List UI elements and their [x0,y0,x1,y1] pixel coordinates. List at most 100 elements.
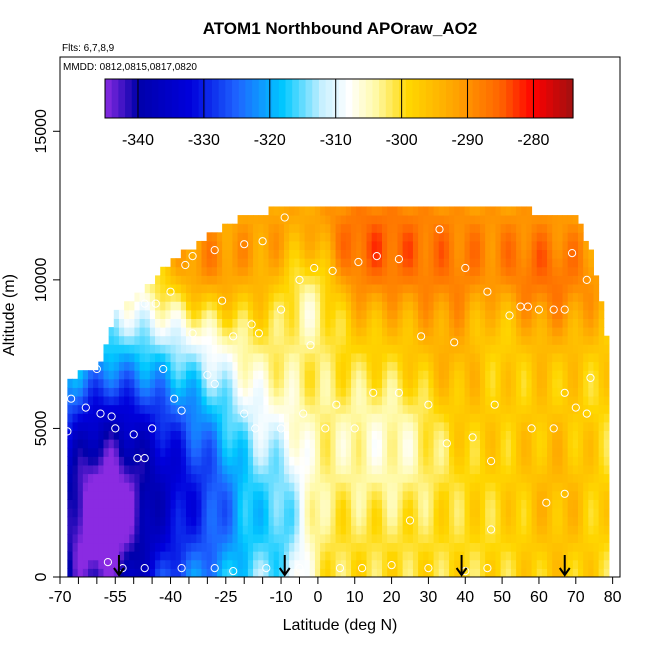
heatmap-cell [495,559,502,569]
heatmap-cell [474,344,481,354]
heatmap-cell [345,352,352,363]
heatmap-cell [495,464,502,475]
heatmap-cell [402,301,409,311]
heatmap-cell [237,344,244,354]
heatmap-cell [469,508,476,518]
heatmap-cell [583,404,589,414]
observation-point [542,498,551,507]
heatmap-cell [263,361,270,371]
heatmap-cell [557,223,564,233]
heatmap-cell [273,387,280,397]
heatmap-cell [361,223,368,233]
heatmap-cell [144,482,151,492]
heatmap-cell [201,516,208,526]
heatmap-cell [247,421,254,432]
heatmap-cell [526,258,533,268]
heatmap-cell [155,352,161,363]
heatmap-cell [211,456,218,466]
heatmap-cell [526,249,533,259]
heatmap-cell [371,396,378,406]
heatmap-cell [175,464,182,475]
heatmap-cell [253,559,259,569]
heatmap-cell [211,309,218,319]
heatmap-cell [428,456,435,466]
heatmap-cell [407,215,414,225]
heatmap-cell [459,456,466,466]
heatmap-cell [330,516,337,526]
heatmap-cell [165,370,172,380]
heatmap-cell [118,516,125,526]
heatmap-cell [474,318,481,328]
heatmap-cell [485,361,491,371]
heatmap-cell [387,215,393,225]
heatmap-cell [588,473,594,483]
heatmap-cell [531,318,538,328]
heatmap-cell [278,447,285,457]
heatmap-cell [583,542,589,552]
heatmap-cell [469,361,476,371]
heatmap-cell [387,516,393,526]
heatmap-cell [222,542,228,552]
heatmap-cell [536,215,543,225]
heatmap-cell [567,533,574,544]
heatmap-cell [361,447,368,457]
colorbar-swatch [232,79,240,118]
heatmap-cell [562,430,569,440]
heatmap-cell [258,275,264,285]
heatmap-cell [454,223,460,233]
heatmap-cell [351,542,357,552]
heatmap-cell [459,318,466,328]
heatmap-cell [103,421,110,432]
heatmap-cell [356,215,362,225]
colorbar-swatch [506,79,514,118]
heatmap-cell [495,292,502,302]
heatmap-cell [211,344,218,354]
heatmap-cell [531,516,538,526]
heatmap-cell [485,335,491,345]
heatmap-cell [278,223,285,233]
heatmap-cell [211,413,218,423]
heatmap-cell [340,232,347,242]
heatmap-cell [588,533,594,544]
heatmap-cell [139,352,146,363]
heatmap-cell [139,473,146,483]
heatmap-cell [407,568,414,577]
heatmap-cell [433,559,440,569]
heatmap-cell [541,559,548,569]
heatmap-cell [541,396,548,406]
heatmap-cell [216,396,223,406]
heatmap-cell [284,499,290,509]
heatmap-cell [345,215,352,225]
colorbar-swatch [352,79,360,118]
heatmap-cell [247,249,254,259]
heatmap-cell [536,361,543,371]
heatmap-cell [500,499,507,509]
heatmap-cell [387,404,393,414]
heatmap-cell [320,430,326,440]
heatmap-cell [155,421,161,432]
heatmap-cell [593,301,600,311]
heatmap-cell [562,370,569,380]
heatmap-cell [469,223,476,233]
heatmap-cell [578,387,584,397]
heatmap-cell [356,378,362,388]
heatmap-cell [418,258,424,268]
heatmap-cell [516,439,522,449]
heatmap-cell [340,559,347,569]
heatmap-cell [423,232,429,242]
heatmap-cell [335,301,342,311]
heatmap-cell [428,318,435,328]
heatmap-cell [402,387,409,397]
heatmap-cell [93,387,99,397]
heatmap-cell [72,473,79,483]
heatmap-cell [552,370,558,380]
heatmap-cell [335,430,342,440]
heatmap-cell [449,378,455,388]
heatmap-cell [495,215,502,225]
heatmap-cell [160,352,166,363]
heatmap-cell [505,568,512,577]
heatmap-cell [490,301,496,311]
heatmap-cell [474,421,481,432]
heatmap-cell [480,318,486,328]
heatmap-cell [72,482,79,492]
